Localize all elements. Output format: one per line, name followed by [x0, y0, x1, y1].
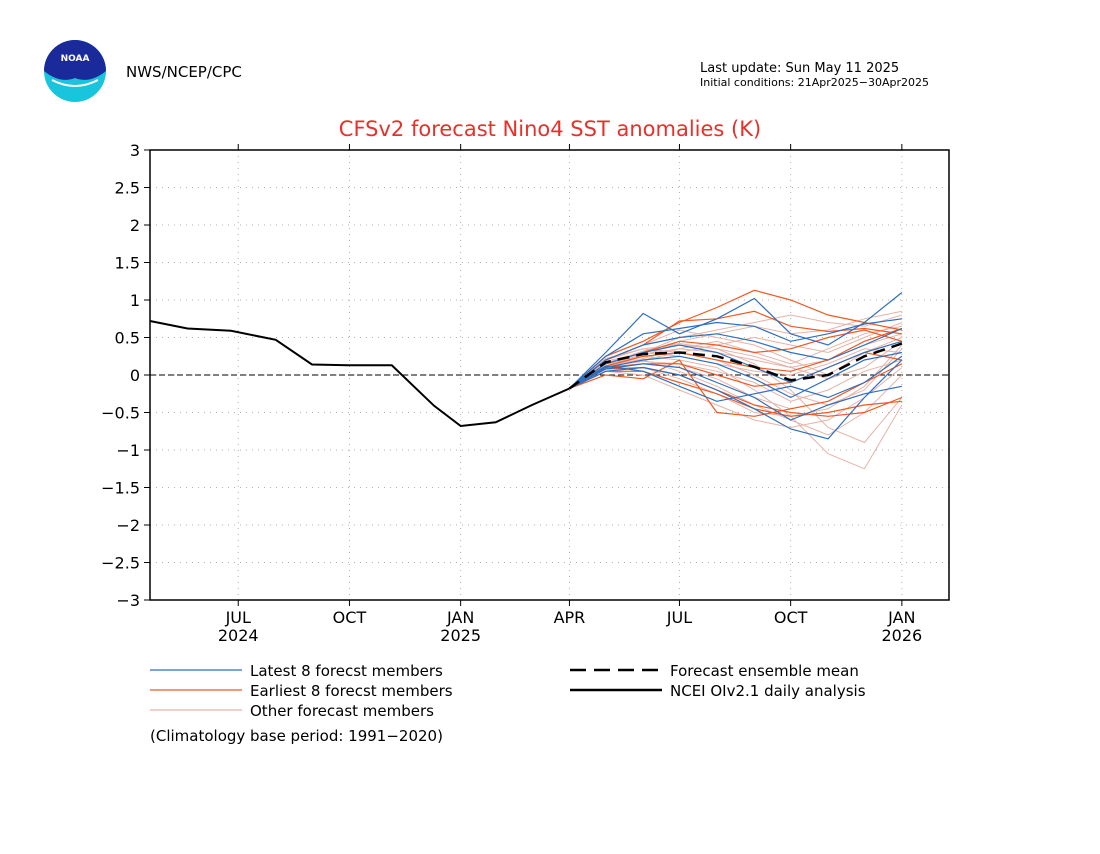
legend-label-analysis: NCEI OIv2.1 daily analysis — [670, 682, 866, 700]
analysis-line — [149, 320, 570, 428]
other-member-line-10 — [569, 310, 902, 389]
y-axis: 3 2.5 2 1.5 1 0.5 0 −0.5 −1 −1.5 −2 −2.5 −3 — [101, 141, 150, 610]
noaa-logo-text: NOAA — [61, 54, 90, 64]
legend-label-mean: Forecast ensemble mean — [670, 662, 859, 680]
y-tick-label: −2.5 — [101, 554, 140, 573]
org-label: NWS/NCEP/CPC — [126, 63, 242, 81]
grid-layer — [150, 150, 949, 600]
x-tick-label: OCT — [333, 608, 367, 627]
x-tick-label: JUL — [225, 608, 251, 627]
y-tick-label: 2 — [130, 216, 140, 235]
legend-label-latest: Latest 8 forecst members — [250, 662, 443, 680]
latest-member-line-2 — [569, 318, 902, 389]
latest-member-line-8 — [569, 355, 903, 402]
earliest-member-line-6 — [569, 370, 902, 417]
y-tick-label: 1 — [130, 291, 140, 310]
chart-title: CFSv2 forecast Nino4 SST anomalies (K) — [339, 117, 761, 141]
latest-member-line-7 — [569, 363, 903, 421]
latest-member-line-3 — [569, 327, 903, 389]
latest-member-line-6 — [569, 359, 903, 440]
plot-frame — [149, 149, 950, 601]
y-tick-label: −2 — [116, 516, 140, 535]
latest-member-line-1 — [568, 292, 903, 389]
y-tick-label: −3 — [116, 591, 140, 610]
y-tick-label: −0.5 — [101, 404, 140, 423]
x-tick-label: JUL — [666, 608, 692, 627]
y-tick-label: 0.5 — [115, 329, 140, 348]
x-tick-label: APR — [554, 608, 586, 627]
x-tick-year-label: 2026 — [881, 626, 922, 645]
y-tick-label: −1.5 — [101, 479, 140, 498]
legend-label-earliest: Earliest 8 forecst members — [250, 682, 453, 700]
y-tick-label: −1 — [116, 441, 140, 460]
legend: Latest 8 forecst members Earliest 8 fore… — [150, 662, 866, 745]
y-tick-label: 1.5 — [115, 254, 140, 273]
x-tick-year-label: 2025 — [440, 626, 481, 645]
earliest-member-line-1 — [569, 289, 903, 389]
x-tick-label: OCT — [774, 608, 808, 627]
initial-conditions-label: Initial conditions: 21Apr2025−30Apr2025 — [700, 76, 929, 89]
y-tick-label: 2.5 — [115, 179, 140, 198]
earliest-member-line-8 — [569, 359, 903, 417]
noaa-logo: NOAA — [44, 40, 106, 102]
other-member-line-15 — [569, 325, 902, 389]
legend-label-other: Other forecast members — [250, 702, 434, 720]
y-tick-label: 0 — [130, 366, 140, 385]
x-tick-label: JAN — [446, 608, 474, 627]
x-tick-label: JAN — [887, 608, 915, 627]
latest-member-line-5 — [569, 351, 903, 399]
ensemble-mean-line — [568, 342, 903, 390]
last-update-label: Last update: Sun May 11 2025 — [700, 61, 899, 76]
climatology-note: (Climatology base period: 1991−2020) — [150, 727, 443, 745]
earliest-member-line-4 — [569, 327, 903, 390]
series-layer — [149, 289, 903, 470]
x-tick-year-label: 2024 — [218, 626, 259, 645]
y-tick-label: 3 — [130, 141, 140, 160]
